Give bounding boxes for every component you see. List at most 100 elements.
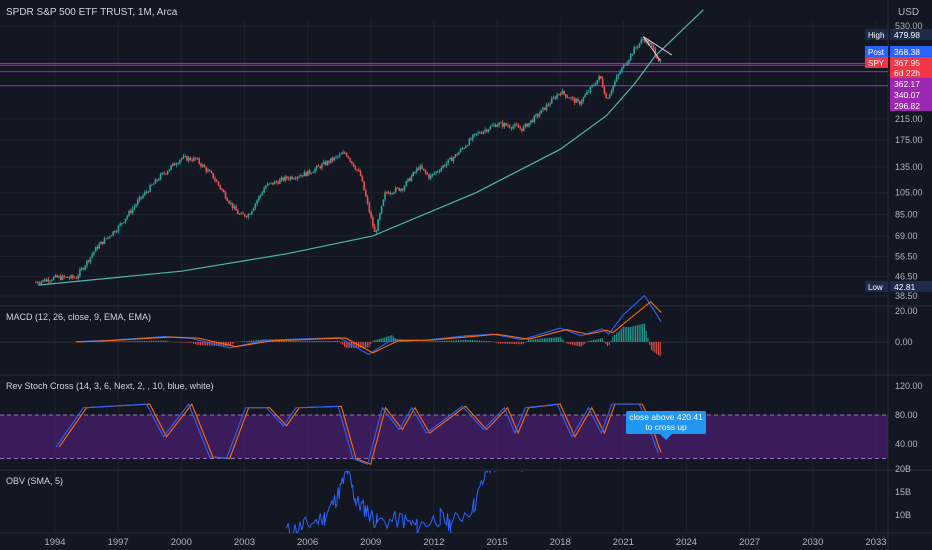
candle-body [117,225,120,232]
candle-body [417,168,420,170]
candle-body [170,165,172,170]
candle-body [87,260,90,262]
price-tick-label: 135.00 [895,162,923,172]
price-level-lines [0,62,888,87]
obv-tick-label: 20B [895,464,911,474]
candle-body [86,260,88,266]
obv-series [286,471,523,533]
candle-body [161,172,164,175]
candle-body [498,122,500,126]
candle-body [172,163,174,166]
candle-body [608,94,611,99]
candle-body [479,132,481,134]
candle-body [538,113,541,117]
candle-body [565,94,567,98]
price-tag [890,78,932,89]
candle-body [610,90,613,95]
candle-body [224,192,227,199]
candle-body [212,173,215,179]
candle-body [203,164,206,168]
candle-body [615,76,618,82]
candle-body [186,156,188,161]
obv-pane [286,471,523,533]
candle-body [603,86,606,95]
cross-annotation-text: to cross up [645,422,687,432]
candle-body [631,54,634,55]
price-tag-value: 6d 22h [894,68,920,78]
candle-body [108,236,111,238]
candle-body [354,166,357,170]
candle-body [561,90,564,95]
candle-body [443,165,446,167]
candle-body [559,93,562,95]
candle-body [114,231,116,233]
candle-body [503,123,506,127]
candle-body [315,165,318,169]
candle-body [514,124,516,127]
candle-body [112,231,115,236]
price-tag-left [865,29,888,40]
candle-body [338,154,341,157]
candle-body [228,200,230,204]
trend-lines[interactable] [38,9,704,286]
candle-body [61,275,64,280]
candle-body [621,67,623,72]
stoch-k-line [55,403,659,466]
candle-body [215,180,218,182]
candle-body [351,161,353,163]
price-axis[interactable]: 530.00 215.00 175.00 135.00 105.00 85.00 69.00… [895,21,923,520]
candle-body [387,192,390,194]
cross-annotation-box[interactable] [626,411,706,434]
time-tick-label: 2015 [486,537,507,548]
candle-body [289,176,292,180]
candle-body [556,94,558,99]
candle-body [633,47,636,55]
candle-body [626,62,629,66]
candle-body [363,181,365,191]
candle-body [594,84,597,86]
candle-body [329,158,332,163]
candle-body [126,215,129,219]
candle-body [110,235,113,237]
candle-body [122,222,125,224]
candle-body [458,152,460,155]
candle-body [491,125,493,127]
candle-body [349,158,351,162]
time-tick-label: 2027 [739,537,760,548]
candle-body [382,199,385,206]
channel-lower-line[interactable] [642,36,661,61]
parabolic-support-curve[interactable] [38,9,704,286]
time-axis[interactable]: 1994 1997 2000 2003 2006 2009 2012 2015 2018 2021… [44,537,886,548]
candle-body [145,191,148,193]
candle-body [533,115,536,123]
candle-body [345,153,348,156]
candle-body [189,157,192,161]
candle-body [258,196,260,201]
candle-body [261,192,264,195]
candle-body [580,101,583,105]
candle-body [138,196,141,201]
channel-upper-line[interactable] [643,36,673,56]
candle-body [535,114,537,116]
candle-body [296,176,299,179]
time-tick-label: 2030 [802,537,823,548]
candle-body [256,200,258,204]
candle-body [410,176,413,181]
candle-body [577,99,579,101]
candle-body [187,157,190,161]
candle-body [259,194,262,197]
obv-tick-label: 10B [895,510,911,520]
candle-body [303,171,306,177]
price-tag-left [865,57,888,68]
candle-body [217,181,220,186]
candle-body [201,164,204,167]
candle-body [194,157,197,159]
candle-body [431,173,434,176]
stoch-band-fill [0,415,888,459]
price-tag-name: Post [868,48,885,57]
candle-body [377,219,379,231]
candle-body [405,181,407,187]
price-tag-left [865,46,888,57]
stoch-title: Rev Stoch Cross (14, 3, 6, Next, 2, , 10… [6,381,214,391]
